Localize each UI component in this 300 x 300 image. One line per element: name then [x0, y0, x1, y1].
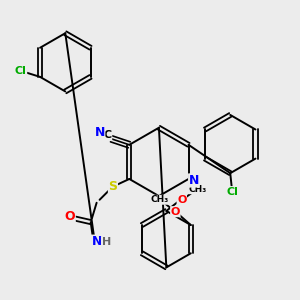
- Text: C: C: [103, 130, 112, 140]
- Text: O: O: [171, 207, 180, 217]
- Text: S: S: [109, 180, 118, 193]
- Text: N: N: [189, 174, 199, 187]
- Text: CH₃: CH₃: [151, 195, 169, 204]
- Text: CH₃: CH₃: [188, 185, 207, 194]
- Text: Cl: Cl: [227, 187, 239, 196]
- Text: Cl: Cl: [15, 66, 27, 76]
- Text: O: O: [64, 210, 75, 223]
- Text: N: N: [94, 125, 105, 139]
- Text: N: N: [92, 235, 102, 248]
- Text: H: H: [101, 237, 111, 247]
- Text: O: O: [177, 195, 187, 205]
